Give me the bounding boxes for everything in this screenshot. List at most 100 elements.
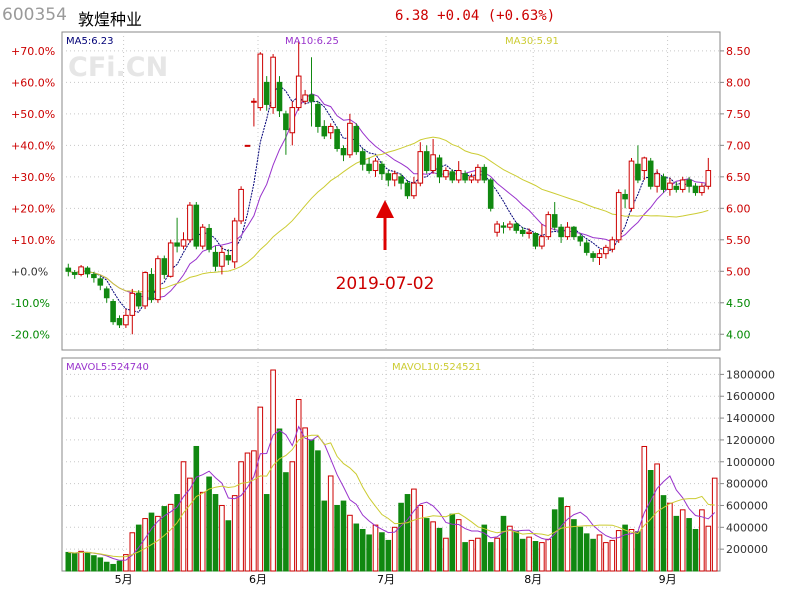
volume-bar bbox=[436, 527, 443, 572]
volume-bar bbox=[379, 532, 385, 572]
right-price-label: 7.50 bbox=[726, 108, 751, 121]
candle-body bbox=[276, 81, 283, 112]
candle-body bbox=[97, 278, 104, 286]
left-percent-label: +0.0% bbox=[11, 265, 48, 278]
candle-body bbox=[583, 242, 590, 253]
candle-body bbox=[78, 266, 84, 275]
price-panel-frame bbox=[61, 31, 721, 351]
candle-body bbox=[564, 226, 571, 238]
volume-bar bbox=[91, 555, 97, 572]
candle-body bbox=[334, 129, 340, 149]
right-price-label: 6.00 bbox=[726, 202, 751, 215]
candle-body bbox=[417, 151, 424, 184]
volume-bar bbox=[174, 494, 180, 572]
volume-bar bbox=[276, 428, 283, 572]
legend-mavol10: MAVOL10:524521 bbox=[392, 362, 481, 373]
volume-bar bbox=[353, 523, 360, 572]
ma10-line bbox=[68, 93, 709, 300]
volume-bar bbox=[654, 463, 660, 572]
right-price-label: 5.50 bbox=[726, 234, 751, 247]
candle-body bbox=[391, 173, 398, 181]
candle-body bbox=[251, 100, 257, 103]
candle-body bbox=[455, 170, 462, 181]
volume-bar bbox=[212, 494, 219, 572]
volume-bar bbox=[539, 542, 545, 572]
volume-bar bbox=[257, 406, 264, 572]
candle-body bbox=[372, 160, 379, 172]
candle-body bbox=[148, 273, 155, 301]
ma30-line bbox=[68, 136, 709, 293]
volume-bar bbox=[596, 534, 603, 572]
candle-body bbox=[219, 251, 225, 267]
right-price-label: 4.50 bbox=[726, 297, 751, 310]
volume-bar bbox=[615, 530, 622, 572]
volume-bar bbox=[705, 525, 712, 572]
candle-body bbox=[135, 292, 142, 307]
candle-body bbox=[628, 160, 635, 209]
candle-body bbox=[622, 193, 628, 200]
volume-bar bbox=[500, 515, 507, 572]
candle-body bbox=[635, 163, 641, 181]
candle-body bbox=[199, 226, 206, 247]
volume-bar bbox=[302, 427, 308, 572]
candle-body bbox=[423, 151, 430, 172]
volume-bar bbox=[455, 519, 462, 572]
volume-bar bbox=[308, 439, 315, 572]
right-price-label: 8.50 bbox=[726, 45, 751, 58]
candle-body bbox=[116, 318, 123, 326]
candle-body bbox=[283, 113, 289, 131]
volume-bar bbox=[603, 542, 609, 572]
candle-body bbox=[507, 223, 513, 228]
volume-bar bbox=[103, 561, 110, 572]
candle-body bbox=[212, 251, 219, 267]
candle-body bbox=[571, 226, 577, 238]
candle-body bbox=[244, 144, 251, 147]
volume-bar bbox=[507, 525, 513, 572]
candle-body bbox=[187, 204, 193, 241]
candle-body bbox=[238, 188, 244, 222]
volume-axis-label: 1200000 bbox=[726, 434, 775, 447]
volume-bar bbox=[699, 509, 705, 572]
volume-axis-label: 800000 bbox=[726, 478, 768, 491]
volume-bar bbox=[97, 557, 104, 572]
volume-bar bbox=[711, 477, 718, 572]
volume-bar bbox=[487, 542, 494, 572]
candle-body bbox=[705, 170, 712, 187]
volume-bar bbox=[660, 495, 667, 572]
candle-body bbox=[65, 267, 72, 272]
volume-bar bbox=[116, 560, 123, 572]
volume-bar bbox=[558, 497, 564, 572]
candle-body bbox=[615, 192, 622, 241]
candle-body bbox=[385, 173, 392, 181]
volume-bar bbox=[270, 369, 276, 572]
month-label: 7月 bbox=[377, 573, 395, 586]
candle-body bbox=[494, 223, 500, 233]
candle-body bbox=[347, 122, 353, 156]
candle-body bbox=[692, 185, 699, 194]
volume-bar bbox=[443, 537, 449, 572]
left-percent-label: +10.0% bbox=[11, 234, 55, 247]
candle-body bbox=[468, 176, 475, 181]
volume-bar bbox=[167, 503, 174, 572]
right-price-label: 6.50 bbox=[726, 171, 751, 184]
watermark: CFi.CN bbox=[68, 52, 168, 83]
volume-bar bbox=[545, 538, 552, 572]
volume-bar bbox=[692, 528, 699, 572]
candle-body bbox=[430, 154, 436, 172]
candle-body bbox=[475, 166, 481, 181]
candle-body bbox=[660, 176, 667, 190]
volume-bar bbox=[551, 509, 558, 572]
candle-body bbox=[609, 239, 616, 250]
candle-body bbox=[174, 242, 180, 247]
candle-body bbox=[667, 182, 673, 190]
candle-body bbox=[263, 81, 270, 105]
candle-body bbox=[315, 103, 321, 127]
legend-mavol5: MAVOL5:524740 bbox=[66, 362, 149, 373]
candle-body bbox=[321, 125, 328, 137]
candle-body bbox=[257, 53, 264, 109]
volume-bar bbox=[78, 550, 84, 572]
legend-ma10: MA10:6.25 bbox=[285, 36, 339, 47]
candle-body bbox=[379, 163, 385, 175]
volume-axis-label: 200000 bbox=[726, 543, 768, 556]
